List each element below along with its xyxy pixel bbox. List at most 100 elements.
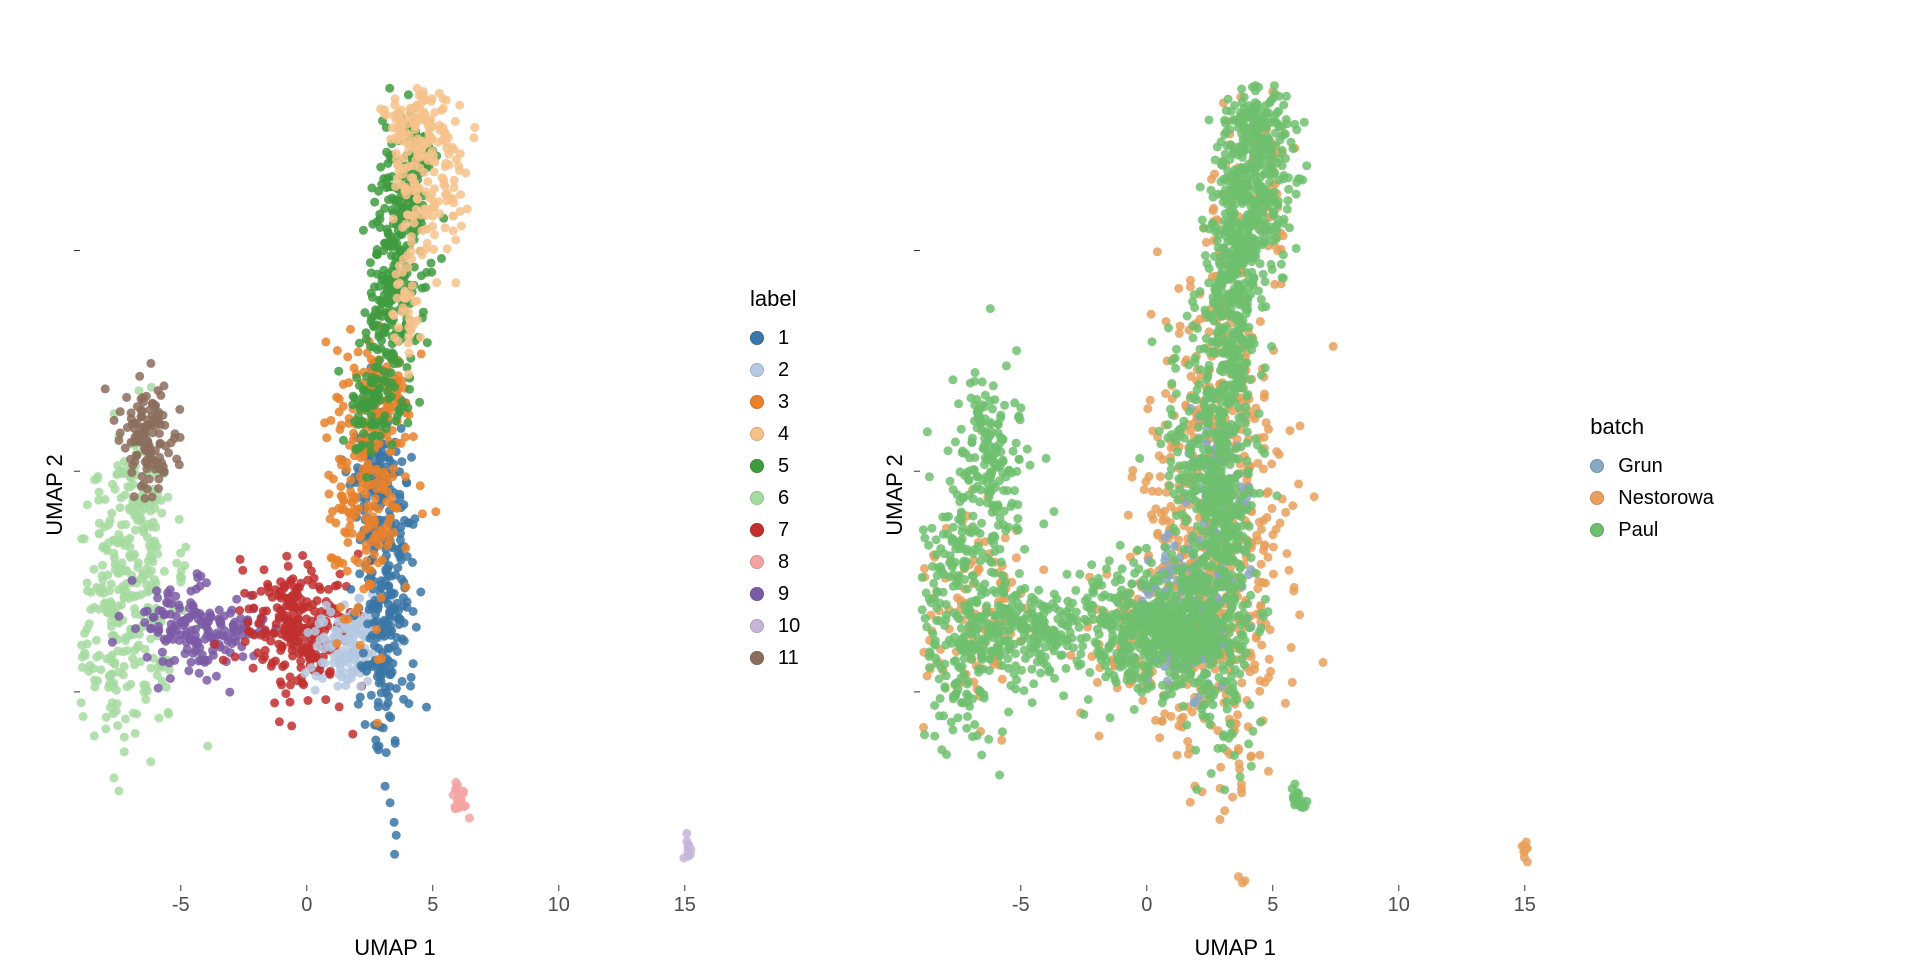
data-point (977, 751, 986, 760)
data-point (1077, 634, 1086, 643)
data-point (937, 664, 946, 673)
data-point (1058, 651, 1067, 660)
x-tick-label: 10 (548, 894, 570, 915)
data-point (411, 156, 420, 165)
data-point (294, 614, 303, 623)
data-point (1084, 695, 1093, 704)
data-point (1288, 678, 1297, 687)
data-point (1068, 599, 1077, 608)
data-point (377, 593, 386, 602)
data-point (1161, 692, 1170, 701)
data-point (175, 405, 184, 414)
data-point (339, 436, 348, 445)
data-point (949, 570, 958, 579)
data-point (172, 455, 181, 464)
data-point (994, 644, 1003, 653)
data-point (1005, 466, 1014, 475)
data-point (288, 652, 297, 661)
data-point (405, 349, 414, 358)
data-point (410, 297, 419, 306)
data-point (1261, 595, 1270, 604)
data-point (376, 344, 385, 353)
data-point (370, 550, 379, 559)
legend-left: label 1234567891011 (750, 286, 800, 674)
data-point (382, 702, 391, 711)
data-point (356, 682, 365, 691)
data-point (1015, 569, 1024, 578)
data-point (441, 130, 450, 139)
data-point (442, 96, 451, 105)
data-point (1249, 727, 1258, 736)
data-point (229, 624, 238, 633)
data-point (1129, 631, 1138, 640)
data-point (1050, 507, 1059, 516)
data-point (244, 604, 253, 613)
data-point (1014, 514, 1023, 523)
data-point (1100, 590, 1109, 599)
data-point (1154, 625, 1163, 634)
data-point (1020, 646, 1029, 655)
data-point (407, 247, 416, 256)
data-point (421, 225, 430, 234)
data-point (370, 198, 379, 207)
data-point (1228, 793, 1237, 802)
data-point (1238, 879, 1247, 888)
data-point (1220, 806, 1229, 815)
data-point (359, 429, 368, 438)
data-point (1276, 519, 1285, 528)
data-point (332, 639, 341, 648)
data-point (682, 829, 691, 838)
data-point (1206, 660, 1215, 669)
data-point (377, 336, 386, 345)
data-point (1233, 695, 1242, 704)
data-point (151, 413, 160, 422)
data-point (203, 742, 212, 751)
data-point (1039, 565, 1048, 574)
data-point (929, 579, 938, 588)
data-point (332, 393, 341, 402)
data-point (991, 611, 1000, 620)
data-point (361, 720, 370, 729)
data-point (1161, 515, 1170, 524)
data-point (1270, 280, 1279, 289)
data-point (157, 509, 166, 518)
data-point (337, 672, 346, 681)
data-point (1102, 656, 1111, 665)
data-point (954, 581, 963, 590)
data-point (1161, 543, 1170, 552)
data-point (241, 637, 250, 646)
data-point (336, 482, 345, 491)
data-point (164, 710, 173, 719)
data-point (1010, 486, 1019, 495)
data-point (267, 662, 276, 671)
data-point (387, 440, 396, 449)
data-point (250, 631, 259, 640)
legend-item: 2 (750, 354, 800, 386)
data-point (210, 640, 219, 649)
data-point (95, 605, 104, 614)
data-point (380, 328, 389, 337)
data-point (1030, 638, 1039, 647)
data-point (1283, 549, 1292, 558)
data-point (380, 109, 389, 118)
plot-left: -5051015-404 UMAP 1 UMAP 2 (70, 75, 720, 915)
data-point (79, 712, 88, 721)
data-point (1119, 612, 1128, 621)
data-point (963, 585, 972, 594)
data-point (1011, 685, 1020, 694)
data-point (92, 636, 101, 645)
data-point (366, 389, 375, 398)
data-point (403, 403, 412, 412)
data-point (461, 168, 470, 177)
legend-swatch (750, 363, 764, 377)
data-point (1072, 586, 1081, 595)
data-point (1012, 523, 1021, 532)
data-point (359, 649, 368, 658)
data-point (470, 123, 479, 132)
data-point (140, 608, 149, 617)
legend-swatch (750, 619, 764, 633)
data-point (332, 626, 341, 635)
data-point (1087, 560, 1096, 569)
data-point (973, 731, 982, 740)
data-point (354, 603, 363, 612)
